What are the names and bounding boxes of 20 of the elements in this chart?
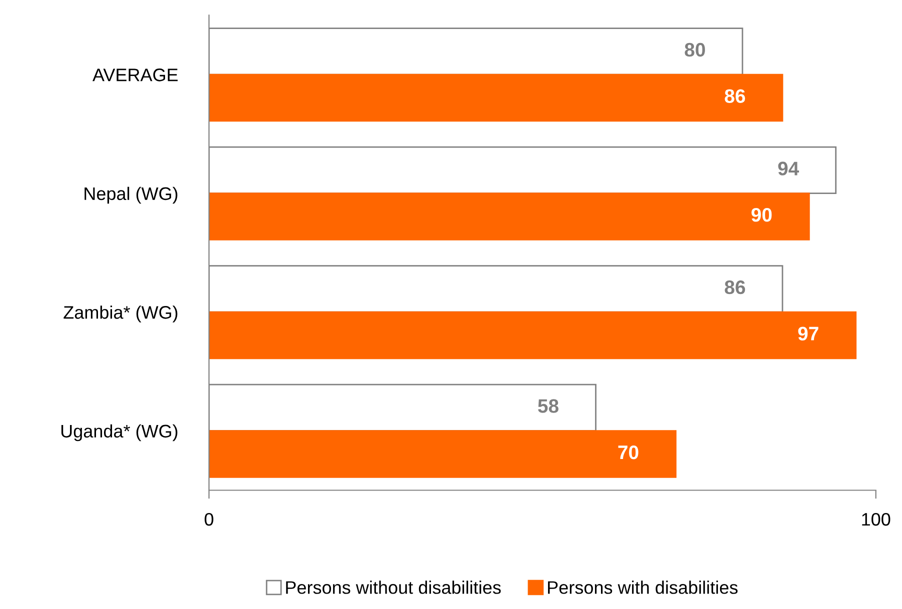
y-tick-label: Zambia* (WG) <box>64 306 178 322</box>
data-label: 80 <box>684 42 705 57</box>
x-tick-label: 100 <box>862 512 890 526</box>
bar <box>208 311 857 360</box>
data-label: 86 <box>724 89 746 103</box>
data-label: 97 <box>798 326 818 340</box>
data-label: 94 <box>778 162 800 176</box>
data-label: 58 <box>538 399 558 413</box>
bar <box>208 74 784 122</box>
y-tick-label: Uganda* (WG) <box>61 424 178 442</box>
y-tick-label: AVERAGE <box>92 68 178 82</box>
data-label: 70 <box>618 445 638 460</box>
bar <box>208 430 676 478</box>
x-tick-label: 0 <box>204 512 214 526</box>
y-tick-label: Nepal (WG) <box>84 186 178 204</box>
data-label: 90 <box>752 208 772 222</box>
bar <box>208 192 810 240</box>
legend-label: Persons without disabilities <box>286 580 501 594</box>
data-label: 86 <box>724 280 746 294</box>
legend-label: Persons with disabilities <box>548 580 738 594</box>
